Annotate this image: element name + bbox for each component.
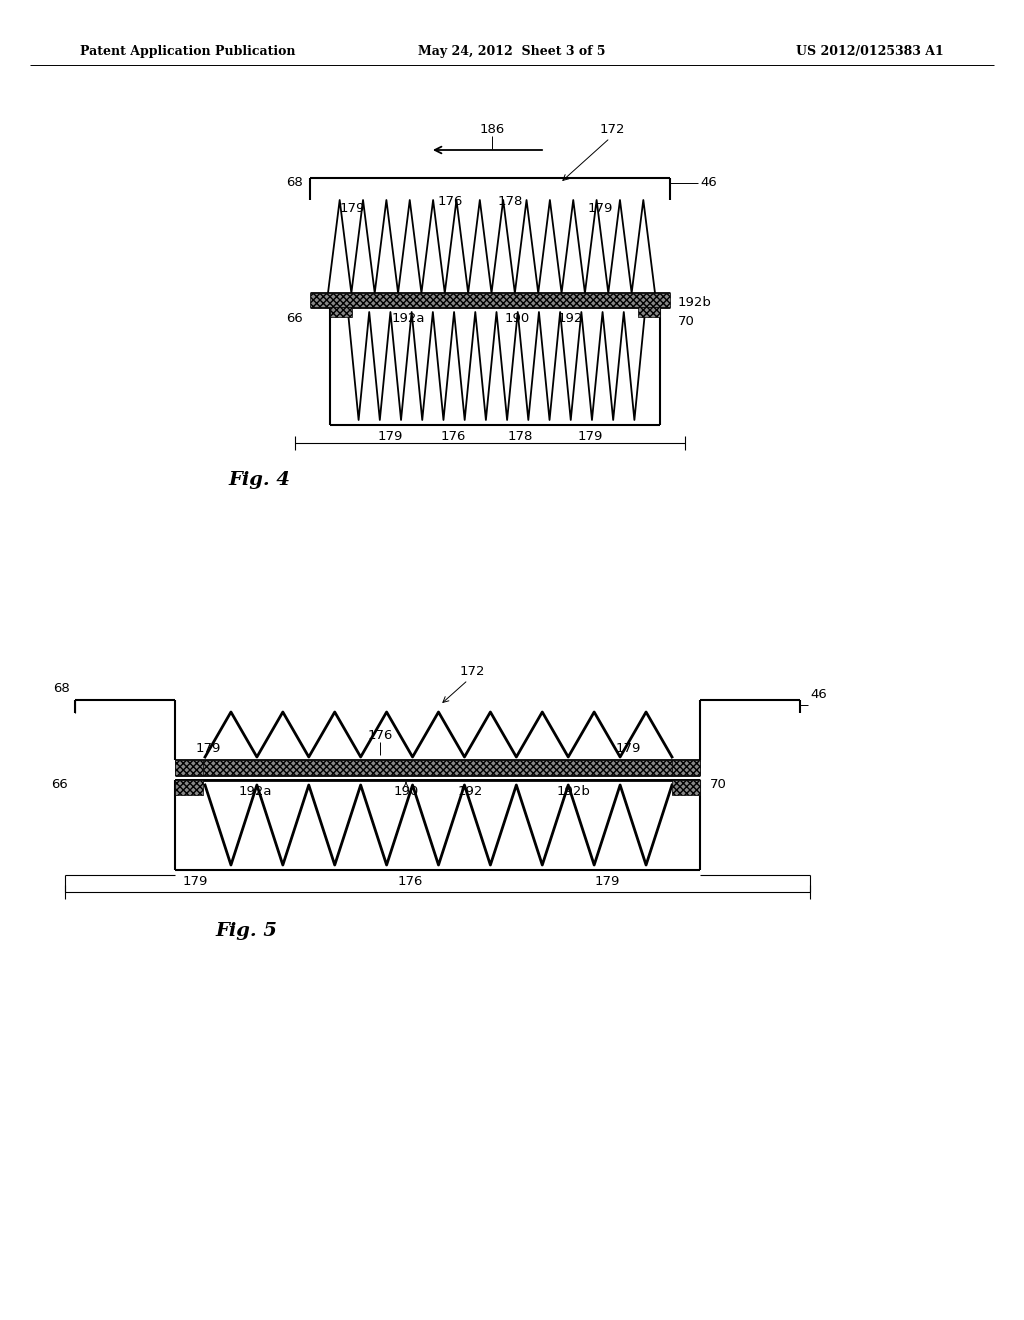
Bar xyxy=(672,780,700,795)
Bar xyxy=(672,760,700,775)
Bar xyxy=(638,308,660,317)
Text: 176: 176 xyxy=(440,430,466,444)
Text: May 24, 2012  Sheet 3 of 5: May 24, 2012 Sheet 3 of 5 xyxy=(418,45,606,58)
Text: 70: 70 xyxy=(710,777,727,791)
Text: 176: 176 xyxy=(368,729,392,742)
Text: 179: 179 xyxy=(578,430,603,444)
Text: 66: 66 xyxy=(51,777,68,791)
Bar xyxy=(175,780,203,795)
Text: 66: 66 xyxy=(287,312,303,325)
Text: 178: 178 xyxy=(498,195,522,209)
Text: Patent Application Publication: Patent Application Publication xyxy=(80,45,296,58)
Text: 172: 172 xyxy=(460,665,485,678)
Text: Fig. 4: Fig. 4 xyxy=(228,471,290,488)
Text: 192: 192 xyxy=(458,785,482,799)
Text: 68: 68 xyxy=(287,177,303,190)
Text: 179: 179 xyxy=(615,742,641,755)
Bar xyxy=(175,760,700,775)
Text: 46: 46 xyxy=(700,177,717,190)
Text: 192b: 192b xyxy=(556,785,590,799)
Bar xyxy=(175,760,203,775)
Bar xyxy=(330,308,352,317)
Text: 179: 179 xyxy=(588,202,612,215)
Text: 176: 176 xyxy=(397,875,423,888)
Text: 192b: 192b xyxy=(678,296,712,309)
Text: 192a: 192a xyxy=(391,312,425,325)
Text: 46: 46 xyxy=(810,689,826,701)
Bar xyxy=(310,293,670,308)
Text: 186: 186 xyxy=(479,123,505,136)
Text: 192: 192 xyxy=(557,312,583,325)
Text: 68: 68 xyxy=(53,682,70,696)
Text: 179: 179 xyxy=(196,742,221,755)
Text: 172: 172 xyxy=(600,123,626,136)
Text: 179: 179 xyxy=(339,202,365,215)
Text: 192a: 192a xyxy=(239,785,271,799)
Text: 179: 179 xyxy=(377,430,402,444)
Text: 190: 190 xyxy=(505,312,529,325)
Text: 176: 176 xyxy=(437,195,463,209)
Text: 179: 179 xyxy=(594,875,620,888)
Text: Fig. 5: Fig. 5 xyxy=(215,921,278,940)
Text: 178: 178 xyxy=(507,430,532,444)
Text: 190: 190 xyxy=(393,785,419,799)
Text: 179: 179 xyxy=(182,875,208,888)
Text: US 2012/0125383 A1: US 2012/0125383 A1 xyxy=(797,45,944,58)
Text: 70: 70 xyxy=(678,315,695,327)
